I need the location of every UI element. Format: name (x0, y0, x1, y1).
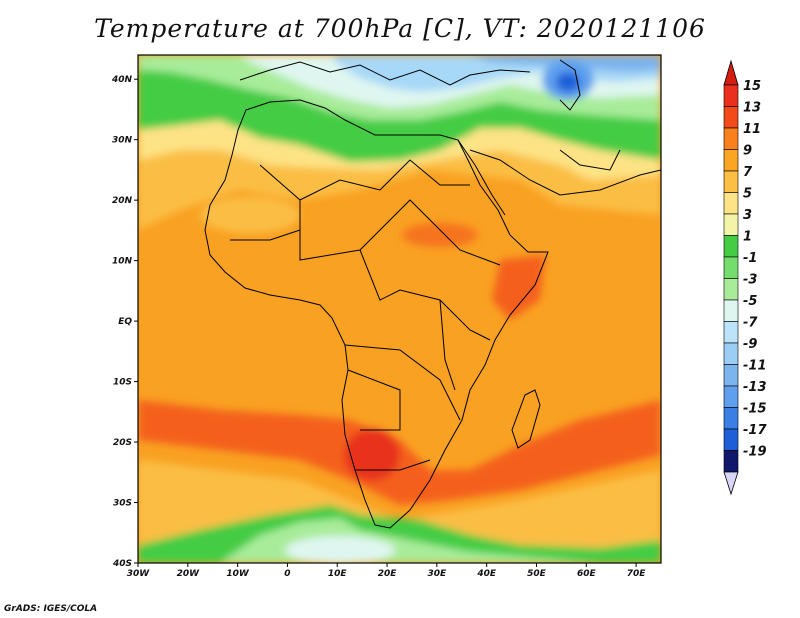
colorbar-label: 9 (743, 144, 752, 159)
lon-tick-label: 30E (428, 569, 448, 579)
colorbar-label: 15 (743, 79, 761, 94)
lat-tick-label: 40S (112, 559, 132, 569)
colorbar-band (723, 407, 739, 430)
lon-tick-label: 10E (328, 569, 348, 579)
colorbar-label: -7 (743, 316, 758, 331)
lon-tick-label: 70E (627, 569, 647, 579)
colorbar-band (723, 299, 739, 322)
colorbar-band (723, 256, 739, 279)
colorbar: 15 13 11 9 7 5 3 1 -1 -3 -5 -7 -9 -11 -13 -15 -17 -19 (723, 59, 767, 496)
colorbar-band (723, 84, 739, 107)
lat-tick-label: EQ (118, 317, 132, 327)
temperature-field (138, 55, 661, 563)
colorbar-label: 5 (743, 187, 752, 202)
lon-tick-label: 60E (577, 569, 597, 579)
arabia-coastline (469, 149, 661, 196)
border-2 (299, 199, 501, 266)
colorbar-band (723, 450, 739, 473)
colorbar-band (723, 127, 739, 150)
border-5 (347, 369, 401, 431)
field-hot-core (344, 429, 400, 481)
colorbar-band (723, 278, 739, 301)
colorbar-band (723, 213, 739, 236)
map-frame (137, 54, 662, 564)
border-3 (359, 249, 491, 341)
colorbar-band (723, 235, 739, 258)
lon-tick-label: 20W (177, 569, 201, 579)
lon-tick-label: 0 (284, 569, 290, 579)
colorbar-band (723, 149, 739, 172)
colorbar-band (723, 385, 739, 408)
colorbar-band (723, 106, 739, 129)
lat-tick-label: 10N (112, 257, 133, 267)
colorbar-label: 7 (743, 165, 753, 180)
border-7 (230, 229, 301, 241)
lat-tick-label: 10S (113, 378, 132, 388)
lon-tick-label: 30W (127, 569, 151, 579)
colorbar-band (723, 321, 739, 344)
africa-coastline (204, 99, 549, 529)
colorbar-band (723, 428, 739, 451)
europe-coastline (239, 61, 531, 86)
colorbar-label: -9 (743, 337, 757, 352)
border-6 (355, 459, 431, 471)
colorbar-label: -5 (743, 294, 757, 309)
lat-tick-label: 30N (112, 136, 133, 146)
colorbar-band (723, 170, 739, 193)
lat-tick-label: 40N (111, 75, 133, 85)
colorbar-band (723, 342, 739, 365)
colorbar-label: -13 (743, 380, 767, 395)
field-westafrica-yellow (200, 197, 300, 233)
coastlines (204, 59, 661, 529)
lat-tick-label: 20N (112, 196, 133, 206)
lat-tick-label: 20S (113, 438, 132, 448)
red-sea-coast (457, 139, 506, 216)
colorbar-label: -11 (743, 359, 767, 374)
lat-tick-label: 30S (113, 499, 132, 509)
colorbar-label: -19 (743, 445, 767, 460)
caspian-coast (559, 59, 581, 111)
colorbar-label: -17 (743, 423, 767, 438)
map-title: Temperature at 700hPa [C], VT: 202012110… (94, 14, 706, 43)
lon-tick-label: 10W (226, 569, 250, 579)
field-cold-center (556, 72, 580, 92)
colorbar-label: 11 (743, 122, 761, 137)
colorbar-top-arrow (723, 59, 739, 86)
grads-credit: GrADS: IGES/COLA (4, 604, 98, 614)
lon-tick-label: 40E (476, 569, 497, 579)
border-4 (344, 344, 461, 421)
field-hot-east (624, 428, 656, 452)
colorbar-label: 1 (743, 230, 752, 245)
colorbar-label: -3 (743, 273, 757, 288)
madagascar-coastline (511, 389, 541, 449)
lon-tick-label: 50E (527, 569, 547, 579)
colorbar-label: 13 (743, 101, 761, 116)
persian-gulf-coast (559, 149, 621, 171)
colorbar-label: -1 (743, 251, 757, 266)
colorbar-band (723, 364, 739, 387)
latitude-ticks: 40N 30N 20N 10N EQ 10S 20S 30S 40S (111, 75, 138, 569)
colorbar-band (723, 192, 739, 215)
field-sahel-warm (402, 223, 478, 247)
field-horn-streak (492, 255, 545, 320)
longitude-ticks: 30W 20W 10W 0 10E 20E 30E 40E 50E 60E 70E (127, 563, 647, 579)
colorbar-label: 3 (743, 208, 752, 223)
colorbar-bottom-arrow (723, 471, 739, 496)
colorbar-label: -15 (743, 402, 767, 417)
field-south-pale (285, 536, 395, 563)
border-8 (439, 299, 456, 391)
lon-tick-label: 20E (378, 569, 398, 579)
